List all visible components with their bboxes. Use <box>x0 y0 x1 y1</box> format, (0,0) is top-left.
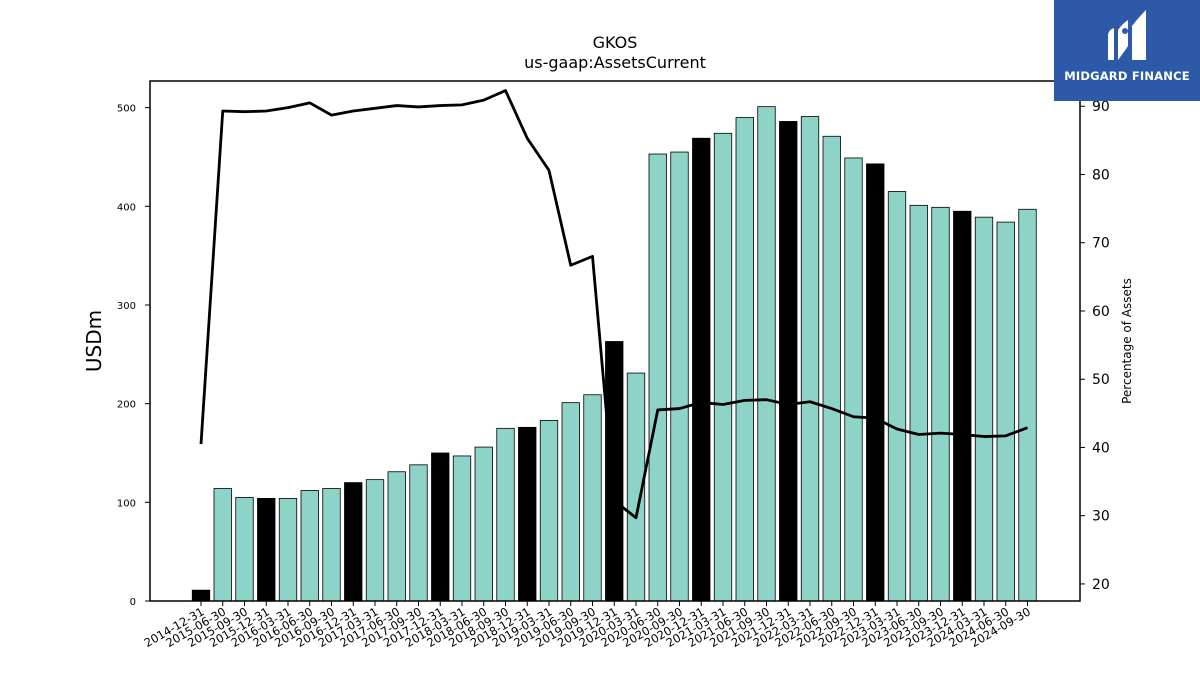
bar <box>409 464 428 602</box>
bar <box>387 471 406 602</box>
bar <box>322 488 341 602</box>
brand-logo: MIDGARD FINANCE <box>1054 0 1200 101</box>
y2-axis-label: Percentage of Assets <box>1120 278 1134 404</box>
y2-tick-label: 90 <box>1092 99 1110 115</box>
y-tick-label: 300 <box>117 301 136 312</box>
bar <box>1018 208 1037 602</box>
y2-tick-label: 60 <box>1092 304 1110 320</box>
bar <box>931 206 950 602</box>
y2-tick-label: 40 <box>1092 440 1110 456</box>
bar <box>996 221 1015 602</box>
bar <box>365 479 385 602</box>
y-tick-label: 0 <box>130 597 136 608</box>
bar <box>648 153 667 602</box>
y2-tick-label: 70 <box>1092 236 1110 252</box>
bar <box>583 394 602 602</box>
bar <box>235 496 254 602</box>
bar <box>866 163 885 602</box>
bar <box>213 488 232 602</box>
y-tick-label: 100 <box>117 498 136 509</box>
chart-subtitle: us-gaap:AssetsCurrent <box>524 53 706 72</box>
bar <box>713 132 733 602</box>
bar <box>431 452 450 602</box>
bar <box>278 497 298 602</box>
midgard-logo-icon <box>1108 10 1146 60</box>
y-tick-label: 400 <box>117 202 136 213</box>
y2-tick-label: 80 <box>1092 167 1110 183</box>
y2-axis-ticks: 20 30 40 50 60 70 80 90 <box>1080 99 1110 593</box>
y-tick-label: 500 <box>117 104 136 115</box>
bar <box>844 157 863 602</box>
bar <box>518 426 537 602</box>
percentage-line <box>199 89 1028 520</box>
y2-tick-label: 50 <box>1092 372 1110 388</box>
bar <box>474 446 493 602</box>
bar <box>757 106 776 602</box>
bar <box>953 210 972 602</box>
bar <box>605 341 624 602</box>
bar <box>496 427 515 602</box>
bar <box>822 135 841 602</box>
bar <box>887 191 907 602</box>
y2-tick-label: 20 <box>1092 577 1110 593</box>
bar <box>800 116 820 602</box>
y2-tick-label: 30 <box>1092 509 1110 525</box>
plot-frame <box>149 80 1081 602</box>
chart-title: GKOS <box>593 33 638 52</box>
brand-name: MIDGARD FINANCE <box>1064 69 1190 83</box>
y-axis-label: USDm <box>82 310 106 372</box>
bar <box>344 482 363 602</box>
y-tick-label: 200 <box>117 400 136 411</box>
bar <box>779 121 798 602</box>
y-axis-ticks: 0 100 200 300 400 500 <box>117 104 150 608</box>
bar-series <box>191 106 1037 602</box>
x-axis-ticks: 2014-12-312015-06-302015-09-302015-12-31… <box>142 601 1033 650</box>
bar <box>561 402 580 602</box>
bar <box>539 420 559 602</box>
bar <box>191 589 211 602</box>
bar <box>257 497 276 602</box>
bar <box>300 490 319 602</box>
bar <box>735 117 754 602</box>
bar <box>452 455 472 602</box>
bar <box>974 216 994 602</box>
bar <box>909 204 928 602</box>
line-series <box>199 89 1028 520</box>
bar <box>692 137 711 602</box>
bar <box>670 151 689 602</box>
